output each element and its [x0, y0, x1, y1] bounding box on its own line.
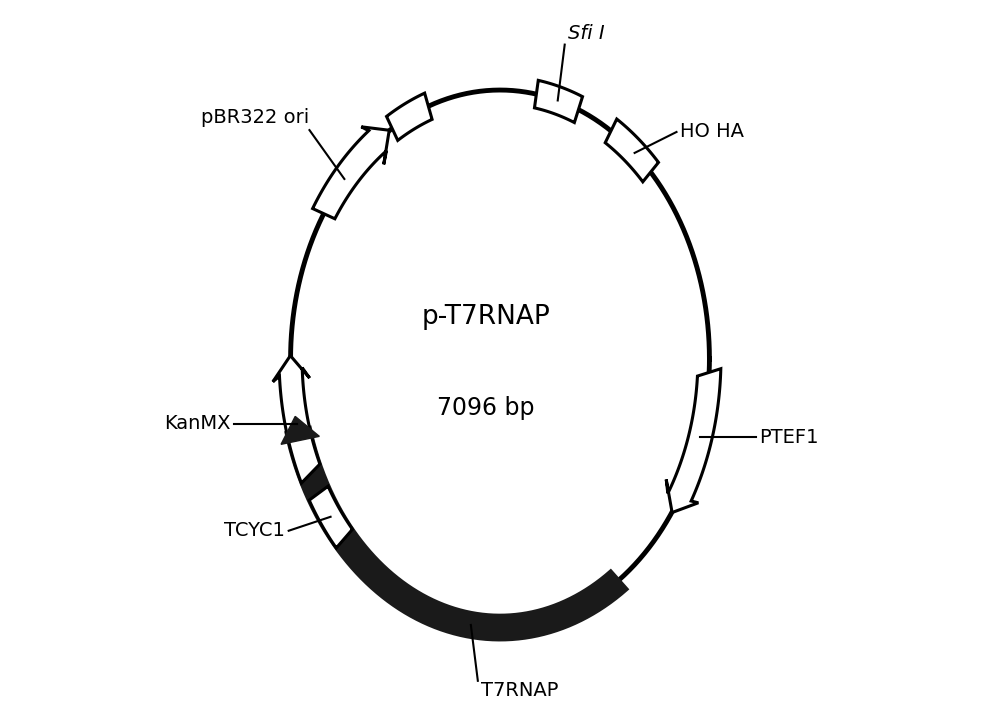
- Text: PTEF1: PTEF1: [760, 428, 819, 447]
- Text: KanMX: KanMX: [164, 414, 230, 433]
- Text: HO HA: HO HA: [680, 122, 744, 141]
- Polygon shape: [666, 369, 721, 513]
- Polygon shape: [387, 93, 432, 141]
- Polygon shape: [534, 81, 583, 122]
- Text: T7RNAP: T7RNAP: [481, 681, 559, 700]
- Polygon shape: [273, 356, 320, 483]
- Polygon shape: [281, 416, 319, 444]
- Polygon shape: [605, 119, 658, 182]
- Polygon shape: [309, 486, 352, 548]
- Polygon shape: [313, 127, 389, 218]
- Text: TCYC1: TCYC1: [224, 521, 285, 540]
- Text: 7096 bp: 7096 bp: [437, 396, 535, 420]
- Text: Sfi I: Sfi I: [568, 24, 605, 43]
- Text: pBR322 ori: pBR322 ori: [201, 107, 309, 127]
- Text: p-T7RNAP: p-T7RNAP: [422, 304, 550, 330]
